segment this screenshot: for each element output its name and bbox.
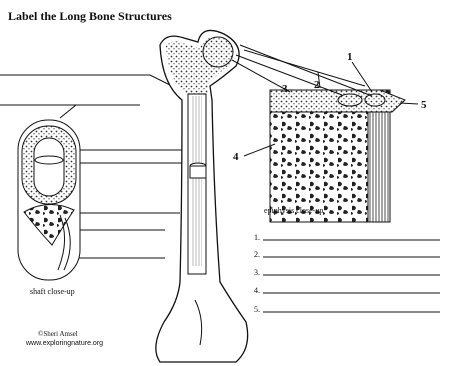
answer-number: 3. bbox=[254, 268, 260, 277]
caption: epiphysis close-up bbox=[264, 206, 323, 215]
callout: 1 bbox=[347, 51, 353, 63]
caption: shaft close-up bbox=[30, 287, 75, 296]
shaft-closeup bbox=[17, 104, 81, 281]
callout: 4 bbox=[233, 151, 239, 163]
credit-website: www.exploringnature.org bbox=[25, 340, 103, 347]
callout: 3 bbox=[282, 83, 288, 95]
callout: 5 bbox=[421, 99, 427, 111]
callout: 2 bbox=[314, 79, 320, 91]
credit-author: ©Sheri Amsel bbox=[38, 330, 78, 338]
answer-number: 2. bbox=[254, 250, 260, 259]
answer-number: 5. bbox=[254, 305, 260, 314]
answer-lines: 1. 2. 3. 4. 5. bbox=[254, 233, 440, 314]
answer-number: 4. bbox=[254, 286, 260, 295]
epiphysis-closeup bbox=[231, 44, 419, 223]
answer-number: 1. bbox=[254, 233, 260, 242]
femur bbox=[155, 29, 249, 363]
title: Label the Long Bone Structures bbox=[8, 9, 172, 23]
